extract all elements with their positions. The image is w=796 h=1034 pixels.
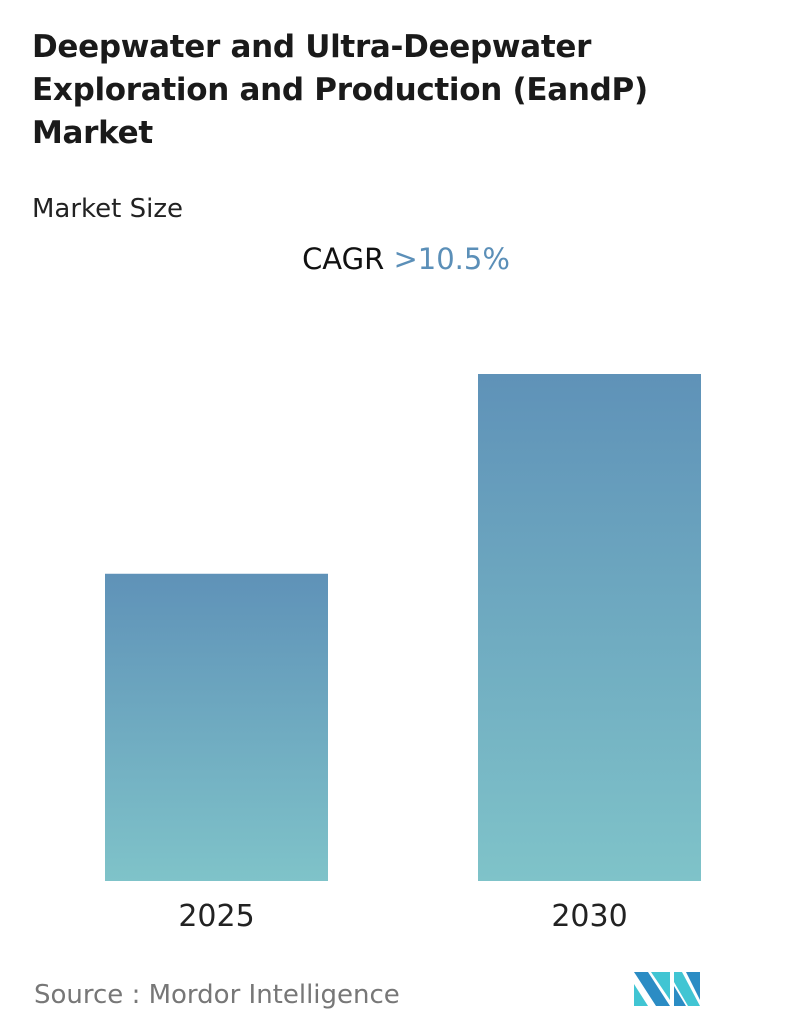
x-tick-label: 2025 [178,899,254,934]
bar-2030 [478,374,701,881]
x-tick-label: 2030 [551,899,627,934]
bar-2025 [105,573,328,881]
chart-subtitle: Market Size [32,194,184,224]
cagr-value: >10.5% [393,242,510,276]
cagr-label: CAGR >10.5% [0,242,796,276]
mordor-logo-icon [634,972,700,1006]
source-text: Source : Mordor Intelligence [34,980,400,1010]
page-title: Deepwater and Ultra-Deepwater Exploratio… [32,29,648,151]
bar-chart: 2025 2030 [105,374,701,934]
cagr-text: CAGR [302,242,385,276]
